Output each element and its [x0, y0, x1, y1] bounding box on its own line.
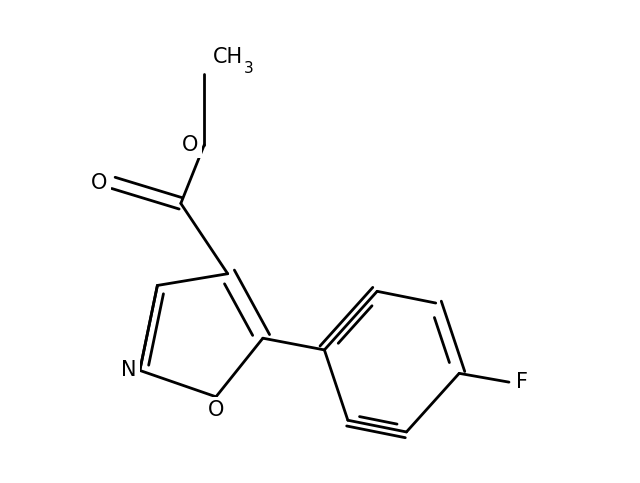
Text: O: O — [208, 400, 224, 420]
Text: O: O — [182, 135, 198, 155]
Text: 3: 3 — [244, 61, 253, 76]
Text: O: O — [91, 173, 108, 193]
Text: CH: CH — [213, 47, 243, 68]
Text: N: N — [122, 360, 137, 381]
Text: F: F — [516, 372, 528, 392]
